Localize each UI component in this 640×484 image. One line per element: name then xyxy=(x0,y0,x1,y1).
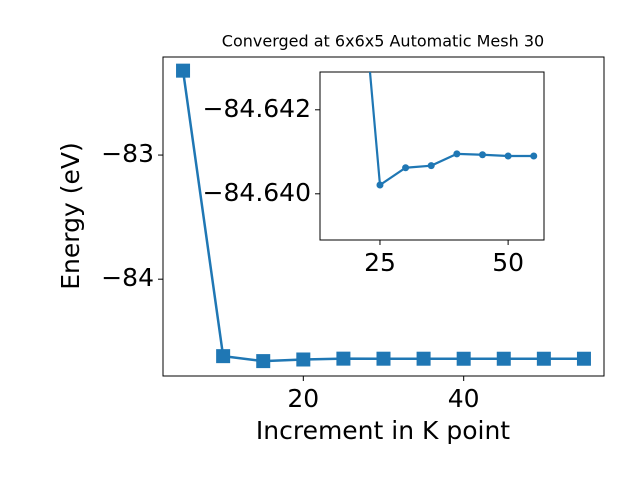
marker xyxy=(504,152,512,160)
y-axis-label: Energy (eV) xyxy=(56,142,85,289)
x-tick-label: 50 xyxy=(492,248,524,277)
x-tick-label: 20 xyxy=(287,384,319,413)
marker xyxy=(376,181,384,189)
y-tick-label: −84.640 xyxy=(203,178,311,207)
x-tick-label: 40 xyxy=(448,384,480,413)
marker xyxy=(176,63,191,78)
marker xyxy=(376,351,391,366)
marker xyxy=(256,354,271,369)
x-tick-label: 25 xyxy=(364,248,396,277)
y-tick-label: −84.642 xyxy=(203,94,311,123)
chart-title: Converged at 6x6x5 Automatic Mesh 30 xyxy=(222,32,544,51)
marker xyxy=(296,352,311,367)
marker xyxy=(453,150,461,158)
series xyxy=(176,63,591,369)
marker xyxy=(456,351,471,366)
marker xyxy=(416,351,431,366)
x-axis-label: Increment in K point xyxy=(256,416,510,445)
marker xyxy=(536,351,551,366)
marker xyxy=(216,349,231,364)
marker xyxy=(530,152,538,160)
marker xyxy=(576,351,591,366)
marker xyxy=(478,151,486,159)
line xyxy=(368,72,534,187)
marker xyxy=(402,164,410,172)
marker xyxy=(496,351,511,366)
marker xyxy=(427,162,435,170)
y-tick-label: −84 xyxy=(101,263,154,292)
series xyxy=(368,72,538,189)
marker xyxy=(336,351,351,366)
y-tick-label: −83 xyxy=(101,139,154,168)
